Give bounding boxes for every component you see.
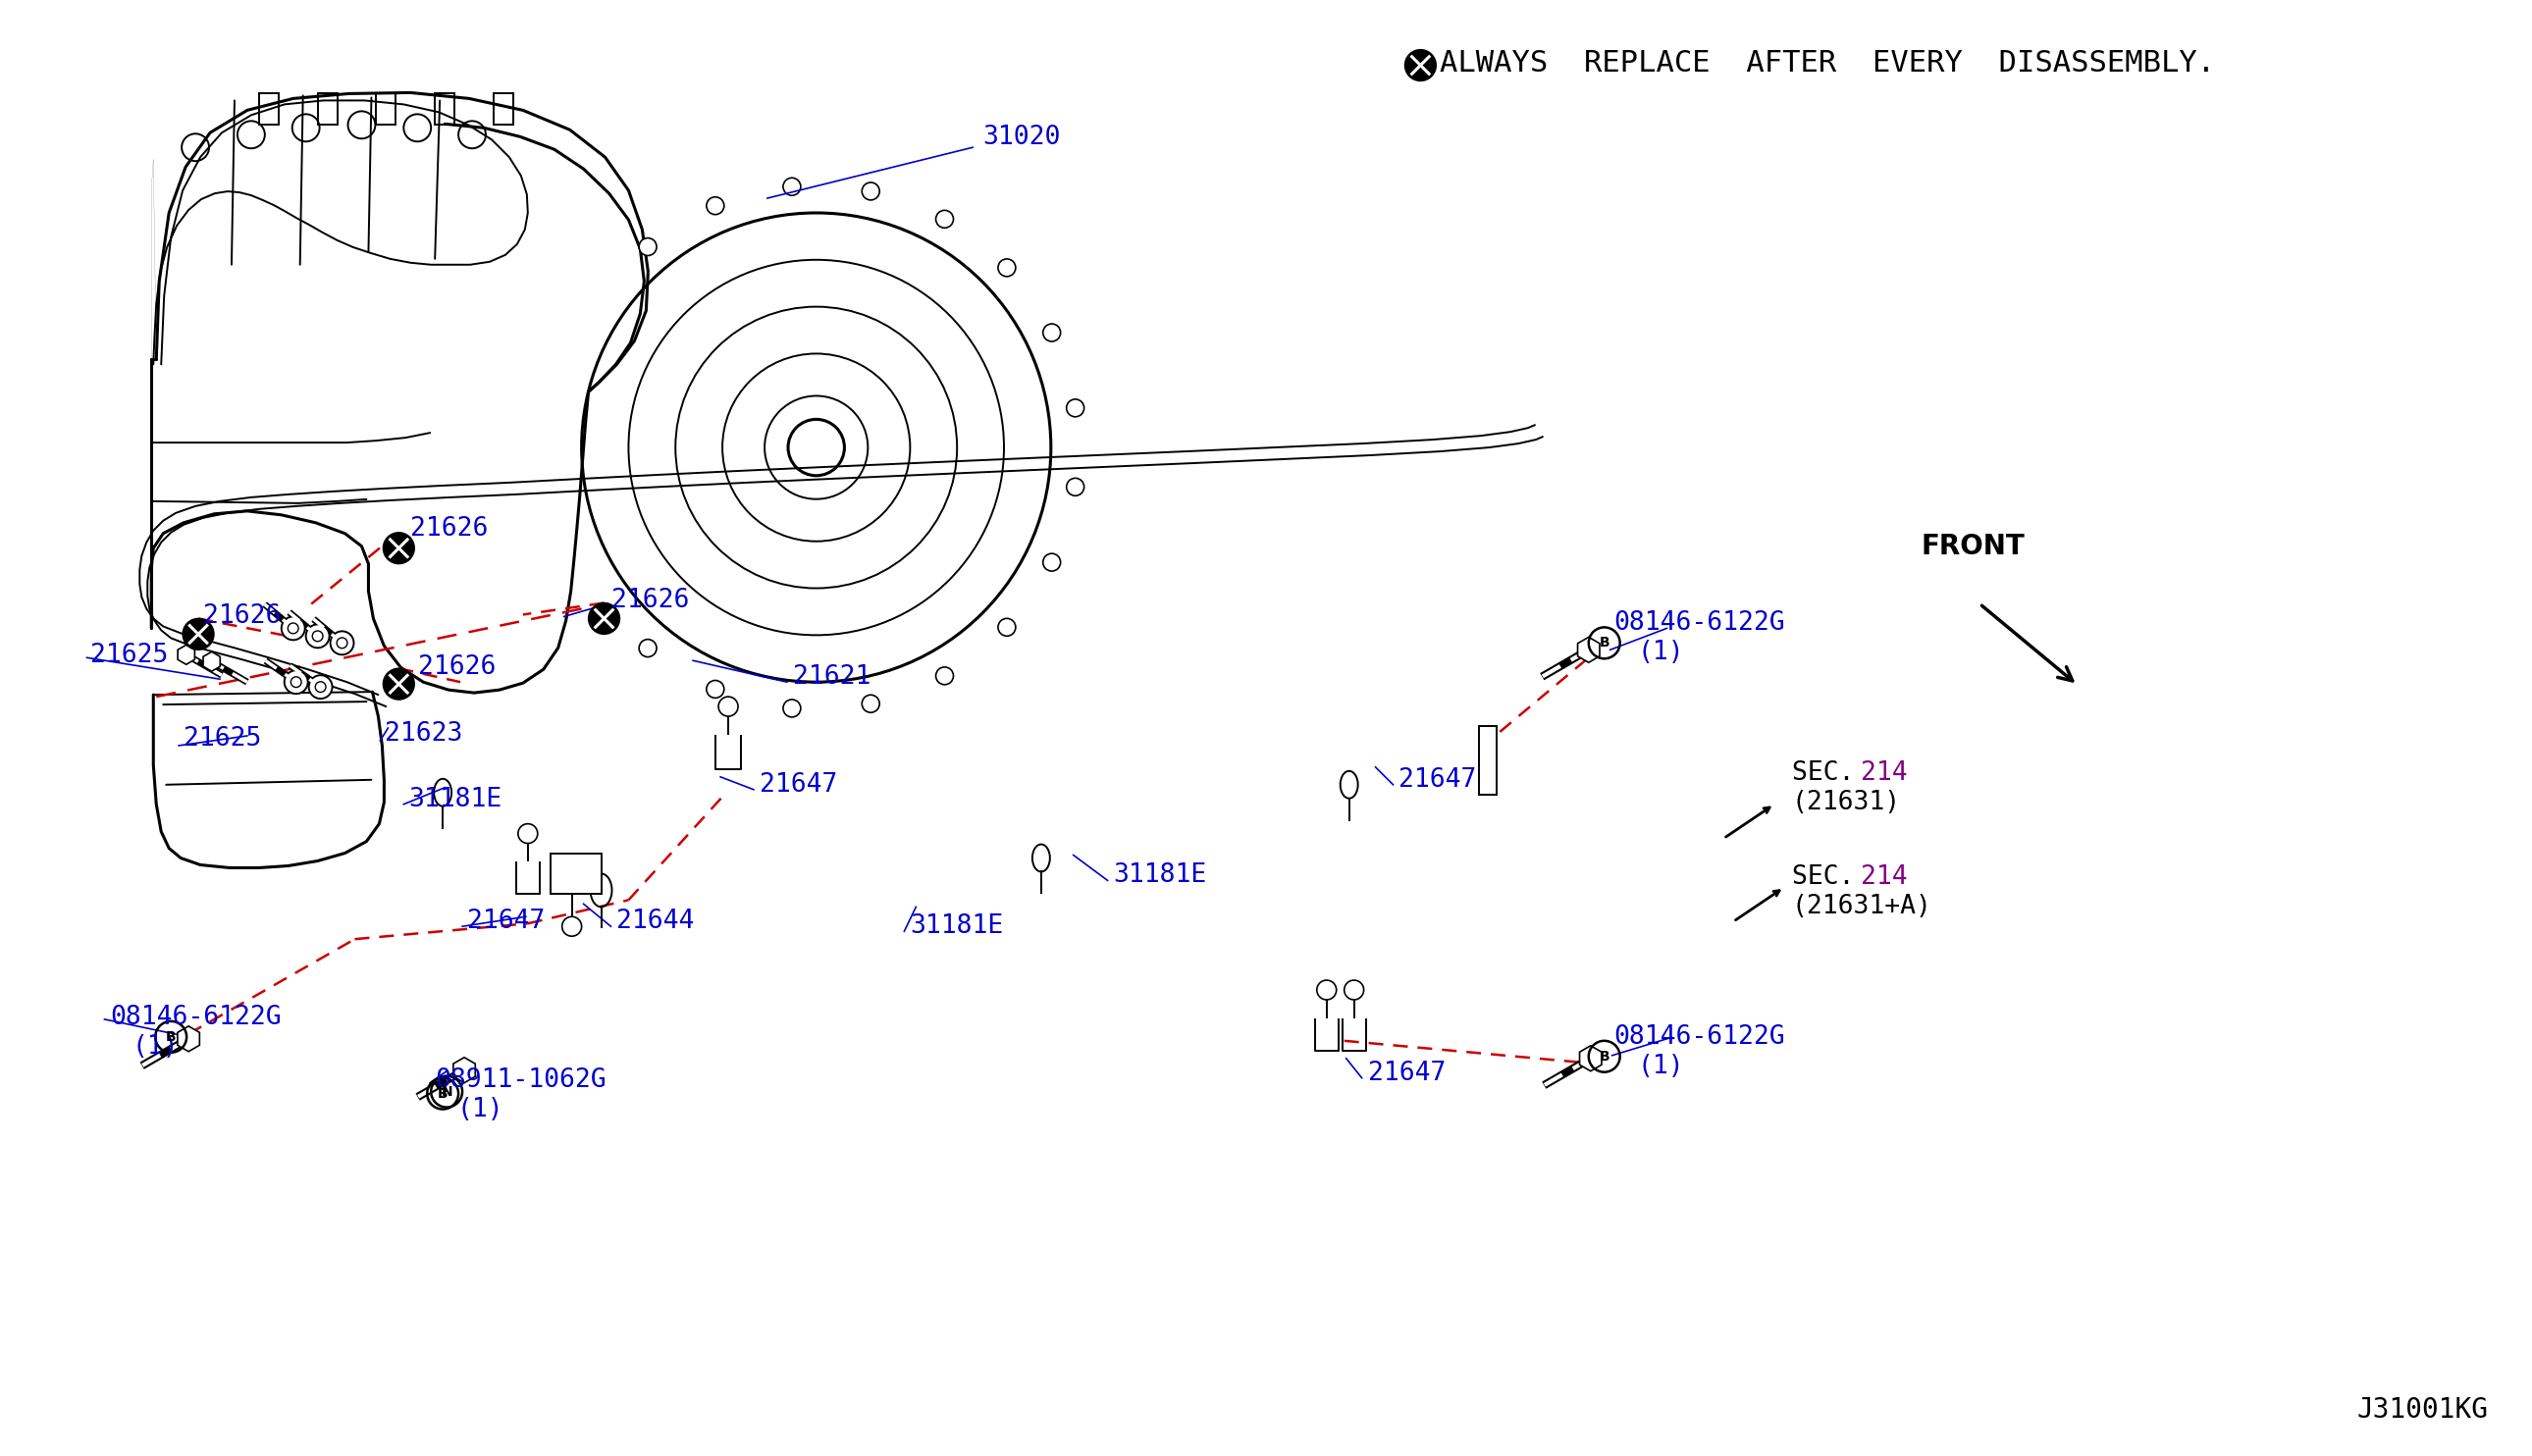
Bar: [258, 93, 279, 125]
Text: J31001KG: J31001KG: [2357, 1396, 2489, 1424]
Text: 21623: 21623: [385, 721, 463, 747]
Circle shape: [382, 533, 415, 563]
Text: 21626: 21626: [203, 604, 281, 629]
Text: 31181E: 31181E: [1114, 863, 1208, 888]
Circle shape: [638, 639, 656, 657]
Circle shape: [1066, 399, 1084, 416]
Bar: [1479, 727, 1496, 795]
Circle shape: [706, 680, 724, 697]
Circle shape: [638, 237, 656, 256]
Circle shape: [998, 619, 1015, 636]
Text: 21644: 21644: [618, 909, 694, 935]
Text: (21631+A): (21631+A): [1793, 894, 1932, 920]
Circle shape: [782, 699, 800, 718]
Circle shape: [1066, 478, 1084, 495]
Text: 31181E: 31181E: [408, 786, 501, 812]
Text: (1): (1): [456, 1096, 504, 1123]
Text: 21647: 21647: [1400, 767, 1476, 792]
Circle shape: [1043, 553, 1061, 571]
Circle shape: [937, 667, 955, 684]
Text: N: N: [441, 1085, 453, 1098]
Text: (1): (1): [1638, 1054, 1684, 1079]
Text: 08146-6122G: 08146-6122G: [1613, 1024, 1785, 1050]
Text: 214: 214: [1861, 760, 1907, 786]
Circle shape: [719, 697, 737, 716]
Bar: [494, 93, 514, 125]
Text: 21647: 21647: [760, 772, 838, 798]
Circle shape: [1043, 323, 1061, 341]
Circle shape: [998, 259, 1015, 277]
Text: (21631): (21631): [1793, 789, 1902, 815]
Text: 21626: 21626: [610, 588, 689, 613]
Text: 21626: 21626: [418, 655, 496, 680]
Circle shape: [182, 619, 215, 649]
Circle shape: [306, 625, 329, 648]
Bar: [316, 93, 337, 125]
Circle shape: [562, 917, 582, 936]
Text: 21647: 21647: [468, 909, 544, 935]
Circle shape: [519, 824, 537, 843]
Circle shape: [587, 603, 620, 635]
Text: B: B: [165, 1029, 177, 1044]
Circle shape: [1317, 980, 1337, 1000]
Text: 21621: 21621: [793, 664, 871, 690]
Text: 21647: 21647: [1367, 1060, 1446, 1086]
Text: 08146-6122G: 08146-6122G: [1613, 610, 1785, 636]
Bar: [377, 93, 395, 125]
Circle shape: [861, 182, 879, 199]
Circle shape: [382, 668, 415, 700]
Text: SEC.: SEC.: [1793, 865, 1871, 890]
Circle shape: [329, 632, 354, 655]
Text: 214: 214: [1861, 865, 1907, 890]
Text: 21625: 21625: [185, 727, 261, 751]
Text: (1): (1): [1638, 641, 1684, 665]
Text: FRONT: FRONT: [1922, 533, 2026, 561]
Text: 31020: 31020: [982, 125, 1061, 150]
Bar: [436, 93, 453, 125]
Text: SEC.: SEC.: [1793, 760, 1871, 786]
Text: (1): (1): [132, 1034, 180, 1060]
Text: 08146-6122G: 08146-6122G: [111, 1005, 281, 1029]
Text: 21626: 21626: [410, 515, 489, 542]
Circle shape: [861, 695, 879, 712]
Text: B: B: [1600, 636, 1610, 649]
Circle shape: [1405, 50, 1436, 82]
FancyArrowPatch shape: [1983, 606, 2074, 681]
Circle shape: [937, 210, 955, 229]
Circle shape: [281, 616, 304, 641]
Text: B: B: [1600, 1050, 1610, 1063]
Circle shape: [1344, 980, 1365, 1000]
Text: 21625: 21625: [91, 644, 170, 668]
Text: ALWAYS  REPLACE  AFTER  EVERY  DISASSEMBLY.: ALWAYS REPLACE AFTER EVERY DISASSEMBLY.: [1441, 50, 2216, 77]
Circle shape: [706, 197, 724, 214]
Circle shape: [782, 178, 800, 195]
Text: 08911-1062G: 08911-1062G: [436, 1067, 605, 1092]
Circle shape: [309, 676, 332, 699]
Text: B: B: [438, 1086, 448, 1101]
Circle shape: [284, 670, 309, 695]
Bar: [549, 853, 600, 894]
Text: 31181E: 31181E: [909, 914, 1003, 939]
